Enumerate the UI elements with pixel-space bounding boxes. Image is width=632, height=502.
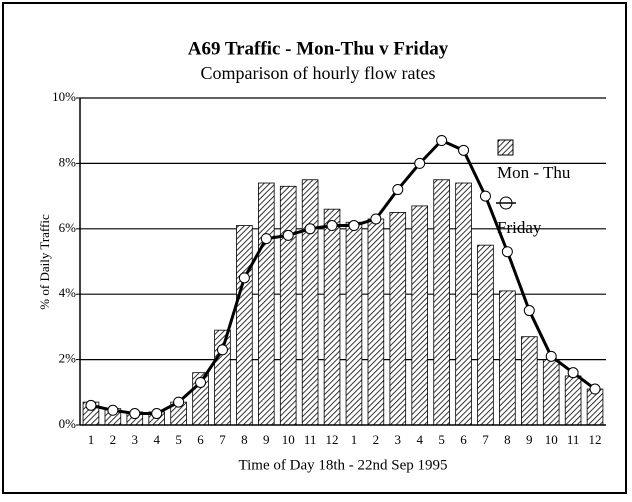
point	[195, 376, 207, 388]
y-tick-label: 8%	[59, 154, 77, 169]
x-tick-label: 12	[326, 432, 339, 447]
bar	[236, 225, 253, 426]
x-tick-label: 3	[395, 432, 402, 447]
point	[458, 144, 470, 156]
y-tick-label: 2%	[59, 351, 77, 366]
x-tick-label: 3	[132, 432, 139, 447]
point	[392, 184, 404, 196]
bar	[564, 375, 582, 426]
y-tick-label: 4%	[59, 285, 77, 300]
y-axis-label: % of Daily Traffic	[37, 214, 52, 310]
x-tick-label: 8	[241, 432, 248, 447]
y-tick-label: 0%	[59, 416, 77, 431]
point	[304, 223, 316, 235]
bar	[258, 182, 275, 426]
x-tick-label: 9	[526, 432, 533, 447]
point	[436, 135, 448, 147]
x-tick-label: 10	[282, 432, 295, 447]
bar	[389, 212, 407, 426]
point	[282, 229, 294, 241]
point	[151, 408, 163, 420]
x-tick-label: 6	[197, 432, 204, 447]
point	[173, 396, 185, 408]
point	[238, 272, 250, 284]
point	[523, 305, 535, 317]
x-tick-label: 8	[504, 432, 511, 447]
bar	[433, 179, 450, 426]
legend-label: Mon - Thu	[497, 163, 571, 182]
bar	[367, 218, 385, 426]
bar	[477, 244, 494, 426]
x-tick-label: 5	[175, 432, 182, 447]
point	[129, 408, 141, 420]
legend-label: Friday	[497, 218, 542, 237]
point	[370, 213, 382, 225]
x-tick-label: 7	[219, 432, 226, 447]
point	[216, 344, 228, 356]
bar	[542, 359, 560, 426]
x-tick-label: 4	[416, 432, 423, 447]
x-tick-label: 6	[460, 432, 467, 447]
y-tick-label: 10%	[52, 89, 76, 104]
bar	[301, 179, 319, 426]
x-tick-label: 11	[567, 432, 580, 447]
bar	[411, 205, 428, 426]
point	[326, 220, 338, 232]
x-tick-label: 7	[482, 432, 489, 447]
bar	[455, 182, 472, 426]
point	[107, 404, 119, 416]
x-tick-label: 1	[351, 432, 358, 447]
point	[479, 190, 491, 202]
point	[545, 350, 557, 362]
x-tick-label: 5	[438, 432, 445, 447]
x-tick-label: 9	[263, 432, 270, 447]
bar	[499, 290, 516, 426]
x-tick-label: 2	[110, 432, 117, 447]
point	[348, 220, 360, 232]
chart-subtitle: Comparison of hourly flow rates	[201, 63, 436, 83]
x-tick-label: 1	[88, 432, 95, 447]
bar	[345, 221, 363, 426]
point	[567, 367, 579, 379]
legend-swatch	[497, 139, 514, 156]
point	[85, 399, 97, 411]
x-tick-label: 4	[153, 432, 160, 447]
x-tick-label: 2	[373, 432, 380, 447]
point	[501, 246, 513, 258]
bar	[279, 185, 297, 426]
point	[260, 233, 272, 245]
frame	[2, 2, 627, 494]
chart-title: A69 Traffic - Mon-Thu v Friday	[188, 38, 449, 59]
x-tick-label: 11	[304, 432, 317, 447]
bar	[323, 208, 341, 426]
x-tick-label: 12	[589, 432, 602, 447]
bar	[521, 336, 538, 426]
point	[589, 383, 601, 395]
y-tick-label: 6%	[59, 220, 77, 235]
point	[414, 157, 426, 169]
legend-swatch	[499, 196, 513, 210]
x-tick-label: 10	[545, 432, 558, 447]
x-axis-label: Time of Day 18th - 22nd Sep 1995	[238, 457, 447, 473]
